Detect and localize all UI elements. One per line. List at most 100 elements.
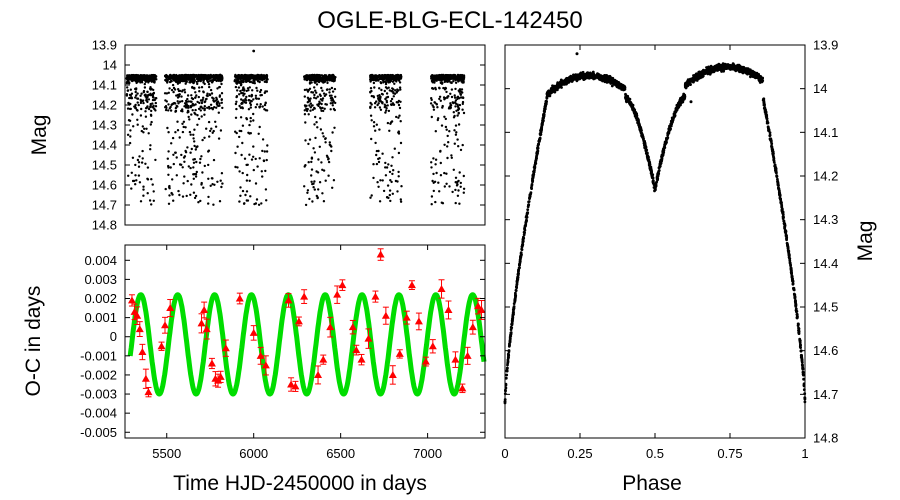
data-point	[450, 88, 454, 91]
data-point	[303, 113, 307, 116]
data-point	[328, 143, 331, 146]
data-point	[251, 89, 254, 92]
data-point	[144, 162, 147, 165]
data-point	[144, 388, 153, 396]
data-point	[307, 161, 310, 164]
data-point	[311, 200, 314, 203]
data-point	[142, 185, 145, 188]
data-point	[381, 152, 384, 155]
data-point	[145, 96, 148, 100]
data-point	[333, 126, 336, 129]
data-point	[134, 106, 137, 110]
data-point	[176, 120, 179, 123]
data-point	[180, 90, 184, 93]
data-point	[173, 74, 177, 78]
data-point	[439, 150, 442, 153]
data-point	[241, 189, 245, 193]
data-point	[245, 76, 249, 80]
data-point	[374, 74, 377, 77]
data-point	[195, 160, 198, 164]
data-point	[388, 370, 397, 378]
data-point	[254, 106, 257, 109]
data-point	[369, 106, 372, 110]
data-point	[264, 188, 268, 191]
data-point	[441, 106, 444, 109]
data-point	[190, 100, 193, 104]
data-point	[169, 109, 173, 112]
data-point	[248, 94, 251, 98]
data-point	[261, 149, 264, 153]
data-point	[131, 113, 134, 116]
data-point	[460, 76, 463, 79]
data-point	[315, 121, 318, 124]
data-point	[152, 199, 155, 202]
data-point	[248, 123, 251, 127]
data-point	[128, 107, 132, 111]
data-point	[309, 109, 312, 112]
data-point	[131, 156, 135, 159]
y-tick-label: 0.004	[84, 253, 117, 268]
data-point	[390, 74, 393, 78]
data-point	[252, 119, 255, 122]
data-point	[458, 202, 461, 205]
data-point	[173, 102, 176, 105]
data-point	[392, 169, 395, 172]
data-point	[192, 133, 195, 136]
data-point	[319, 78, 322, 82]
data-point	[150, 78, 153, 81]
data-point	[445, 128, 448, 131]
lightcurve-time-frame	[124, 44, 486, 226]
data-point	[144, 80, 147, 84]
data-point	[399, 198, 402, 201]
data-point	[257, 97, 261, 101]
data-point	[306, 75, 310, 79]
data-point	[437, 181, 440, 184]
data-point	[179, 78, 183, 81]
data-point	[442, 86, 445, 90]
data-point	[220, 185, 223, 189]
data-point	[443, 171, 446, 175]
data-point	[452, 80, 455, 83]
data-point	[376, 250, 385, 258]
data-point	[264, 169, 267, 173]
data-point	[526, 208, 530, 212]
data-point	[313, 123, 316, 126]
data-point	[151, 183, 154, 186]
data-point	[308, 87, 312, 91]
data-point	[407, 281, 416, 289]
data-point	[175, 174, 178, 177]
y-tick-label: 13.9	[92, 38, 117, 53]
data-point	[310, 79, 313, 82]
data-point	[531, 177, 534, 181]
data-point	[192, 75, 195, 78]
data-point	[331, 186, 334, 189]
data-point	[371, 292, 380, 300]
data-point	[242, 99, 246, 102]
data-point	[197, 107, 201, 111]
data-point	[456, 96, 459, 99]
data-point	[324, 179, 327, 182]
data-point	[150, 75, 153, 78]
data-point	[149, 102, 152, 106]
data-point	[263, 103, 267, 107]
data-point	[321, 97, 325, 100]
data-point	[212, 99, 215, 102]
data-point	[313, 188, 316, 191]
data-point	[150, 114, 153, 118]
data-point	[782, 219, 786, 223]
data-point	[254, 182, 258, 185]
data-point	[457, 145, 460, 148]
data-point	[305, 108, 309, 112]
data-point	[369, 196, 372, 199]
data-point	[309, 102, 312, 105]
data-point	[127, 174, 130, 177]
data-point	[441, 78, 444, 81]
data-point	[140, 107, 143, 111]
data-point	[126, 133, 130, 136]
data-point	[171, 193, 174, 196]
data-point	[234, 151, 237, 155]
data-point	[771, 152, 775, 156]
data-point	[196, 77, 199, 81]
data-point	[185, 100, 188, 104]
y-tick-label: 14	[103, 58, 117, 73]
